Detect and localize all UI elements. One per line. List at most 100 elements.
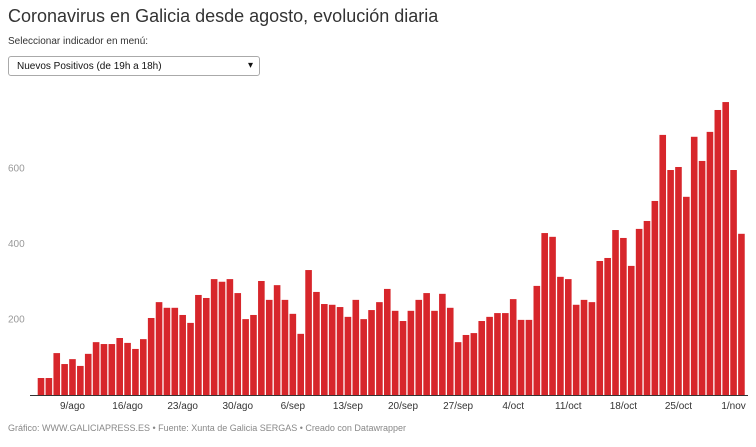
x-tick-label: 6/sep bbox=[281, 401, 306, 412]
menu-label: Seleccionar indicador en menú: bbox=[8, 36, 149, 47]
bar bbox=[163, 307, 171, 395]
bar bbox=[77, 365, 84, 395]
bar bbox=[486, 316, 493, 395]
bar bbox=[37, 378, 45, 395]
bar bbox=[53, 353, 61, 395]
bar bbox=[549, 236, 556, 395]
bar bbox=[360, 319, 367, 395]
x-tick-label: 16/ago bbox=[112, 401, 143, 412]
bar bbox=[92, 342, 100, 395]
bar bbox=[407, 310, 415, 395]
bar bbox=[155, 302, 163, 395]
bar bbox=[651, 200, 659, 395]
x-tick-label: 11/oct bbox=[555, 401, 582, 412]
bar bbox=[714, 109, 722, 396]
x-tick-label: 25/oct bbox=[665, 401, 692, 412]
bar bbox=[502, 313, 509, 395]
bar bbox=[454, 342, 462, 395]
bar bbox=[478, 321, 486, 395]
bar bbox=[84, 353, 92, 395]
y-tick-label: 400 bbox=[8, 239, 25, 250]
bar bbox=[250, 314, 257, 395]
bar bbox=[494, 313, 501, 395]
bar bbox=[517, 319, 525, 395]
bar bbox=[698, 160, 706, 395]
x-tick-label: 20/sep bbox=[388, 401, 418, 412]
bar bbox=[321, 304, 328, 395]
bar bbox=[572, 304, 580, 395]
x-tick-label: 23/ago bbox=[167, 401, 198, 412]
bar bbox=[730, 170, 737, 395]
bar bbox=[336, 307, 344, 395]
bar bbox=[124, 342, 131, 395]
bar bbox=[289, 313, 297, 395]
bar bbox=[439, 293, 446, 395]
bar bbox=[344, 316, 352, 395]
bar bbox=[281, 299, 289, 395]
bar bbox=[328, 304, 336, 395]
bar bbox=[313, 291, 320, 395]
chevron-down-icon: ▾ bbox=[247, 60, 253, 71]
indicator-select-value: Nuevos Positivos (de 19h a 18h) bbox=[17, 61, 162, 72]
x-tick-label: 13/sep bbox=[333, 401, 363, 412]
bar bbox=[69, 359, 76, 395]
bar bbox=[218, 281, 226, 395]
bar bbox=[612, 230, 619, 395]
bar bbox=[509, 299, 517, 395]
bar bbox=[234, 293, 242, 395]
x-tick-label: 18/oct bbox=[610, 401, 637, 412]
bar bbox=[305, 270, 312, 395]
bar bbox=[643, 220, 651, 395]
bar bbox=[541, 233, 548, 395]
bar bbox=[352, 299, 360, 395]
x-tick-label: 30/ago bbox=[222, 401, 253, 412]
bar bbox=[140, 339, 147, 395]
bar bbox=[210, 279, 218, 395]
bar bbox=[391, 310, 399, 395]
bar bbox=[667, 170, 674, 395]
bar bbox=[368, 310, 375, 395]
bar bbox=[533, 285, 541, 395]
bar bbox=[100, 344, 108, 395]
bar bbox=[462, 334, 470, 395]
bar bbox=[61, 364, 68, 395]
bar bbox=[273, 285, 281, 395]
bar bbox=[415, 299, 423, 395]
bar bbox=[446, 307, 454, 395]
bar bbox=[431, 310, 438, 395]
x-tick-label: 27/sep bbox=[443, 401, 473, 412]
bar bbox=[683, 196, 690, 395]
bar bbox=[564, 279, 572, 395]
bar bbox=[557, 276, 564, 395]
indicator-select[interactable]: Nuevos Positivos (de 19h a 18h) ▾ bbox=[8, 56, 260, 76]
x-tick-label: 1/nov bbox=[721, 401, 745, 412]
bar bbox=[399, 321, 407, 395]
bar bbox=[596, 260, 604, 395]
bar bbox=[108, 344, 116, 395]
bar bbox=[706, 131, 714, 395]
bar bbox=[265, 299, 273, 395]
bar bbox=[620, 237, 627, 395]
bar bbox=[383, 288, 391, 395]
footer-credits: Gráfico: WWW.GALICIAPRESS.ES • Fuente: X… bbox=[8, 423, 406, 433]
bar bbox=[226, 279, 234, 395]
bar bbox=[470, 333, 478, 395]
bar bbox=[675, 166, 682, 395]
bar bbox=[242, 319, 249, 395]
bar bbox=[132, 348, 139, 395]
bar bbox=[45, 378, 53, 395]
bar bbox=[635, 228, 643, 395]
bar bbox=[258, 280, 265, 395]
bar bbox=[588, 302, 596, 395]
bar bbox=[690, 136, 698, 396]
bar bbox=[659, 134, 667, 395]
bar bbox=[604, 257, 611, 395]
bar bbox=[171, 307, 179, 395]
bar bbox=[195, 294, 202, 395]
bar bbox=[187, 322, 194, 395]
bar bbox=[722, 102, 729, 395]
bar bbox=[297, 333, 305, 395]
y-tick-label: 600 bbox=[8, 164, 25, 175]
